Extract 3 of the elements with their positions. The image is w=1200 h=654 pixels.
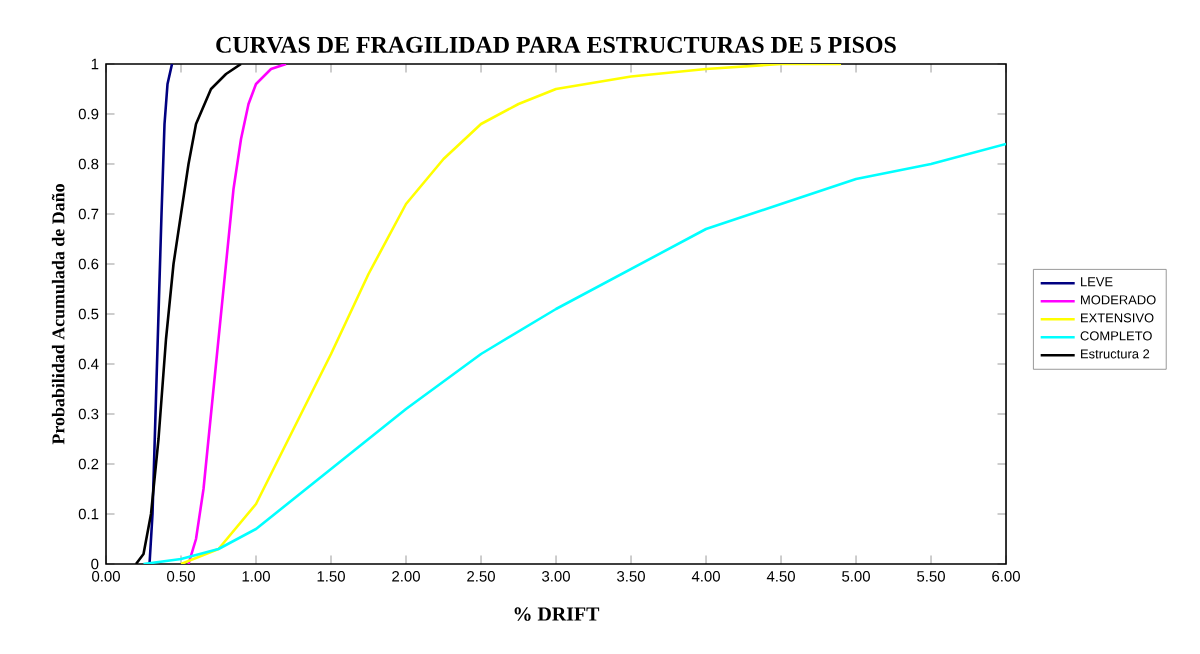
x-axis-title: % DRIFT <box>514 607 600 621</box>
chart-title: CURVAS DE FRAGILIDAD PARA ESTRUCTURAS DE 5 PISOS <box>216 36 896 54</box>
y-axis-title: Probabilidad Acumulada de Daño <box>51 184 65 445</box>
